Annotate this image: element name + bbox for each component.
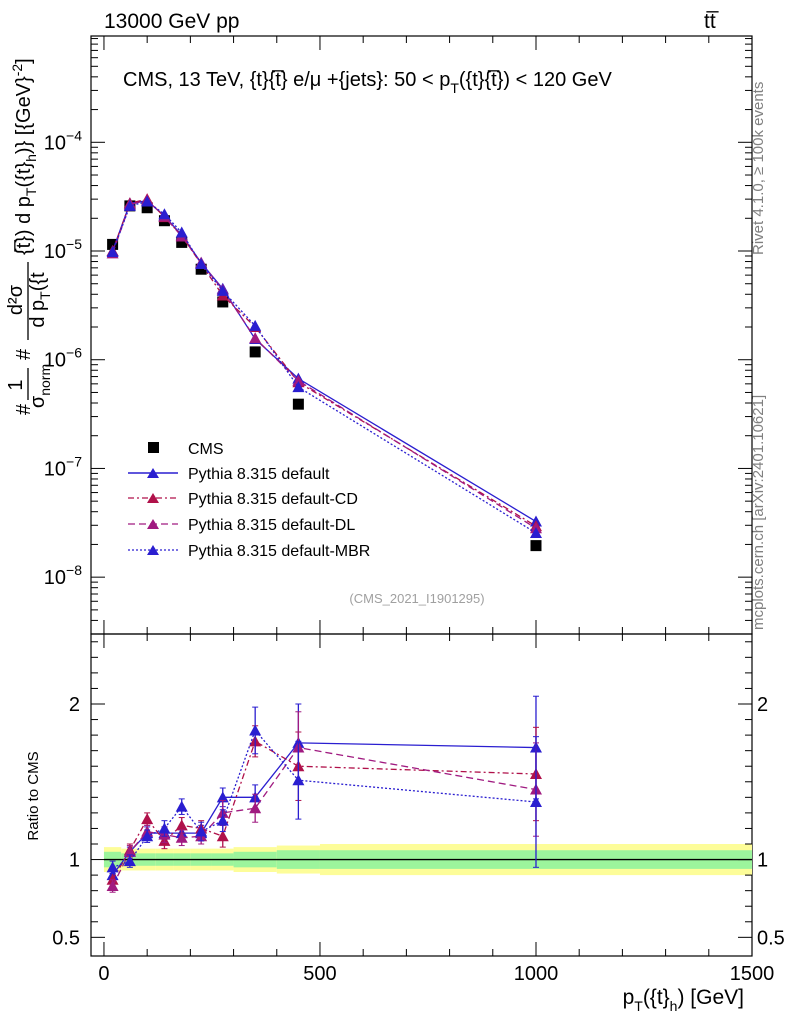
legend-label-cms: CMS <box>188 441 224 458</box>
ratio-line-1 <box>112 740 537 881</box>
svg-text:#: # <box>13 348 35 360</box>
cms-data-point <box>249 346 261 358</box>
x-axis-label: pT({t}h) [GeV] <box>623 986 744 1014</box>
main-marker-4 <box>175 226 188 238</box>
main-marker-3 <box>292 374 305 386</box>
ratio-marker-3 <box>175 800 188 812</box>
process-label: tt̅ <box>704 10 720 33</box>
svg-text:d²σ: d²σ <box>5 284 27 315</box>
ratio-marker-3 <box>141 830 154 842</box>
main-y-tick-label: 10−5 <box>44 236 82 263</box>
ratio-line-0 <box>112 742 536 876</box>
main-y-tick-label: 10−4 <box>44 127 82 154</box>
ratio-y-axis-label: Ratio to CMS <box>25 751 42 840</box>
ratio-marker-3 <box>292 774 305 786</box>
ratio-marker-3 <box>195 825 208 837</box>
main-marker-4 <box>106 245 119 257</box>
ratio-y-tick-label-right: 2 <box>757 694 768 716</box>
ratio-y-tick-label: 1 <box>69 850 80 872</box>
ratio-y-tick-label: 2 <box>69 694 80 716</box>
ratio-marker-2 <box>123 845 136 857</box>
ratio-marker-3 <box>216 814 229 826</box>
main-line-3 <box>111 199 537 529</box>
legend-label-default: Pythia 8.315 default <box>188 466 330 483</box>
ratio-marker-3 <box>123 855 136 867</box>
ratio-y-tick-label-right: 0.5 <box>757 927 785 949</box>
main-marker-4 <box>141 195 154 207</box>
legend-label-dl: Pythia 8.315 default-DL <box>188 517 355 534</box>
svg-text:d pT({t: d pT({t <box>27 272 53 328</box>
ratio-marker-1 <box>216 830 229 842</box>
cms-data-point <box>292 398 304 410</box>
cms-data-point <box>217 296 229 308</box>
ratio-x-tick-label: 1500 <box>730 963 775 985</box>
analysis-id-annotation: (CMS_2021_I1901295) <box>349 591 484 606</box>
legend-marker-default <box>147 468 159 478</box>
legend-label-cd: Pythia 8.315 default-CD <box>188 491 358 508</box>
ratio-marker-2 <box>175 831 188 843</box>
ratio-series-layer <box>106 695 542 893</box>
ratio-y-tick-label-right: 1 <box>757 850 768 872</box>
main-marker-4 <box>195 257 208 269</box>
main-y-tick-label: 10−8 <box>44 562 82 589</box>
chart-title: CMS, 13 TeV, {t}{t̅} e/μ +{jets}: 50 < p… <box>123 69 612 96</box>
axis-ticks: 10−4 10−5 10−6 10−7 10−8 0 500 1000 1500 0.5 0.5 1 1… <box>44 36 785 985</box>
ratio-marker-2 <box>249 802 262 814</box>
ratio-line-3 <box>112 729 537 868</box>
ratio-uncertainty-bands <box>103 844 752 876</box>
cms-data-point <box>107 238 119 250</box>
ratio-marker-1 <box>175 819 188 831</box>
svg-text:#: # <box>13 403 35 415</box>
ratio-marker-3 <box>106 861 119 873</box>
ratio-line-2 <box>112 746 537 887</box>
ratio-y-tick-label: 0.5 <box>52 927 80 949</box>
legend: CMS Pythia 8.315 default Pythia 8.315 de… <box>128 441 370 560</box>
ratio-x-tick-label: 0 <box>98 963 109 985</box>
ratio-marker-2 <box>106 880 119 891</box>
cms-data-point <box>195 263 207 275</box>
ratio-marker-0 <box>216 791 229 803</box>
cms-data-point <box>176 236 188 248</box>
main-marker-4 <box>249 319 262 331</box>
main-y-axis-label: # 1 σnorm # d²σ d pT({t {t̅}) d pT({t}h)… <box>5 58 53 415</box>
main-series-layer <box>106 193 542 552</box>
ratio-x-tick-label: 500 <box>303 963 336 985</box>
main-y-tick-label: 10−7 <box>44 453 82 480</box>
ratio-marker-1 <box>141 813 154 825</box>
main-y-tick-label: 10−6 <box>44 345 82 372</box>
legend-marker-cd <box>147 493 159 503</box>
main-marker-4 <box>216 284 229 296</box>
main-marker-4 <box>292 381 305 393</box>
svg-text:1: 1 <box>5 379 27 390</box>
mcplots-label: mcplots.cern.ch [arXiv:2401.10621] <box>750 395 767 630</box>
svg-text:{t̅}) d pT({t}h)} [{GeV}-2]: {t̅}) d pT({t}h)} [{GeV}-2] <box>9 58 39 255</box>
ratio-marker-3 <box>529 796 542 807</box>
ratio-x-tick-label: 1000 <box>514 963 559 985</box>
legend-marker-dl <box>147 519 159 529</box>
svg-text:σnorm: σnorm <box>27 364 53 408</box>
ratio-marker-3 <box>249 724 262 736</box>
legend-marker-cms <box>148 442 159 453</box>
main-marker-4 <box>158 208 171 220</box>
ratio-panel-frame <box>90 633 753 957</box>
rivet-version-label: Rivet 4.1.0, ≥ 100k events <box>750 82 767 255</box>
ratio-marker-3 <box>158 822 171 834</box>
main-marker-3 <box>249 332 262 344</box>
legend-marker-mbr <box>147 545 159 555</box>
energy-label: 13000 GeV pp <box>104 10 239 33</box>
cms-data-point <box>530 540 542 552</box>
main-marker-4 <box>529 526 542 538</box>
cms-data-point <box>141 202 153 214</box>
main-marker-4 <box>123 199 136 211</box>
legend-label-mbr: Pythia 8.315 default-MBR <box>188 543 370 560</box>
main-line-4 <box>111 200 537 534</box>
